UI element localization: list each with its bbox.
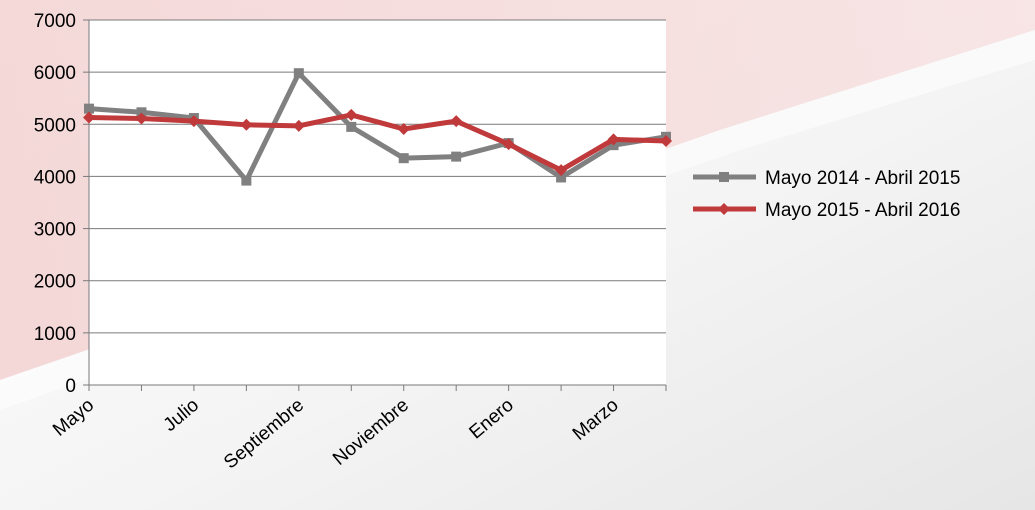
y-tick-label: 1000 bbox=[34, 324, 76, 345]
data-point bbox=[607, 133, 620, 146]
y-tick-label: 5000 bbox=[34, 115, 76, 136]
data-point bbox=[502, 138, 515, 151]
legend-label: Mayo 2015 - Abril 2016 bbox=[765, 200, 960, 221]
y-tick-label: 6000 bbox=[34, 63, 76, 84]
series-line bbox=[88, 112, 667, 173]
data-point bbox=[555, 164, 568, 177]
series-group bbox=[83, 68, 672, 186]
plot-area bbox=[89, 20, 666, 385]
data-point bbox=[240, 118, 253, 131]
data-point bbox=[83, 111, 95, 124]
x-tick-label: Enero bbox=[466, 395, 518, 444]
legend-label: Mayo 2014 - Abril 2015 bbox=[765, 168, 960, 189]
data-point bbox=[292, 119, 305, 132]
data-point bbox=[397, 122, 410, 135]
data-point bbox=[293, 68, 304, 79]
y-tick-label: 0 bbox=[65, 376, 76, 397]
data-point bbox=[398, 153, 409, 164]
x-tick-label: Mayo bbox=[49, 395, 98, 441]
x-axis: Mayo Julio Septiembre Noviembre Enero Marzo bbox=[49, 384, 667, 474]
data-point bbox=[556, 172, 567, 183]
x-tick-label: Septiembre bbox=[220, 395, 308, 474]
data-point bbox=[241, 175, 252, 186]
data-point bbox=[187, 115, 200, 128]
data-point bbox=[660, 134, 672, 147]
data-point bbox=[135, 112, 148, 125]
y-tick-label: 2000 bbox=[34, 272, 76, 293]
data-point bbox=[84, 103, 94, 114]
data-point bbox=[451, 151, 462, 162]
legend-marker bbox=[718, 203, 730, 215]
data-point bbox=[345, 108, 358, 121]
y-tick-label: 7000 bbox=[34, 11, 76, 32]
y-tick-label: 4000 bbox=[34, 167, 76, 188]
series-line bbox=[88, 70, 667, 184]
x-tick-label: Julio bbox=[160, 395, 203, 436]
y-tick-label: 3000 bbox=[34, 220, 76, 241]
x-tick-label: Noviembre bbox=[329, 395, 413, 470]
legend-marker bbox=[719, 172, 729, 182]
y-axis: 0 1000 2000 3000 4000 5000 6000 7000 bbox=[34, 11, 90, 397]
data-point bbox=[136, 107, 147, 118]
data-point bbox=[450, 115, 463, 128]
data-point bbox=[346, 121, 357, 132]
x-tick-label: Marzo bbox=[569, 395, 623, 445]
legend: Mayo 2014 - Abril 2015 Mayo 2015 - Abril … bbox=[693, 168, 960, 221]
